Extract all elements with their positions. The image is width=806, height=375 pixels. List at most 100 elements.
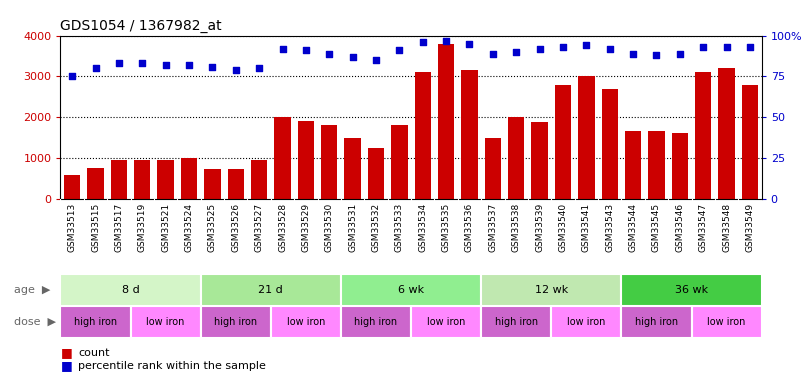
Point [743,44,756,50]
Text: GSM33534: GSM33534 [418,202,427,252]
Text: low iron: low iron [567,316,605,327]
Point [252,65,265,71]
Text: GSM33517: GSM33517 [114,202,123,252]
Bar [110,160,127,199]
Text: GSM33537: GSM33537 [488,202,497,252]
Text: 21 d: 21 d [259,285,283,295]
Text: GSM33532: GSM33532 [372,202,380,252]
Point [463,41,476,47]
Bar [414,72,431,199]
Bar [227,169,244,199]
Point [135,60,148,66]
Point [603,46,616,52]
Text: GSM33544: GSM33544 [629,202,638,252]
Text: high iron: high iron [74,316,117,327]
Text: ■: ■ [60,346,73,359]
Text: low iron: low iron [427,316,465,327]
Point [696,44,709,50]
Text: low iron: low iron [287,316,325,327]
Text: GSM33540: GSM33540 [559,202,567,252]
Bar [461,70,478,199]
Point [346,54,359,60]
Text: count: count [78,348,110,357]
Point [322,51,335,57]
Text: 36 wk: 36 wk [675,285,708,295]
Bar [321,124,338,199]
Bar [201,274,341,306]
Bar [648,132,665,199]
Text: GSM33547: GSM33547 [699,202,708,252]
Bar [181,158,197,199]
Bar [555,85,571,199]
Bar [341,306,411,338]
Bar [368,148,384,199]
Point [580,42,592,48]
Bar [201,306,271,338]
Bar [578,76,595,199]
Text: GSM33543: GSM33543 [605,202,614,252]
Point [673,51,686,57]
Text: age  ▶: age ▶ [14,285,50,295]
Text: high iron: high iron [214,316,257,327]
Point [182,62,195,68]
Bar [508,117,525,199]
Point [299,47,312,53]
Bar [271,306,341,338]
Text: GSM33545: GSM33545 [652,202,661,252]
Bar [481,274,621,306]
Point [206,64,218,70]
Text: GSM33513: GSM33513 [68,202,77,252]
Text: GSM33529: GSM33529 [301,202,310,252]
Bar [411,306,481,338]
Text: GSM33549: GSM33549 [746,202,754,252]
Point [416,39,429,45]
Point [276,46,289,52]
Text: GSM33527: GSM33527 [255,202,264,252]
Text: GSM33524: GSM33524 [185,202,193,252]
Point [369,57,382,63]
Point [486,51,499,57]
Text: GSM33541: GSM33541 [582,202,591,252]
Text: GSM33519: GSM33519 [138,202,147,252]
Bar [344,138,361,199]
Bar [742,86,758,199]
Point [626,51,639,57]
Point [112,60,125,66]
Text: GSM33533: GSM33533 [395,202,404,252]
Bar [531,122,548,199]
Point [650,52,663,58]
Bar [438,44,455,199]
Text: high iron: high iron [355,316,397,327]
Point [509,49,522,55]
Bar [297,121,314,199]
Point [556,44,569,50]
Point [89,65,102,71]
Bar [64,175,81,199]
Text: GSM33515: GSM33515 [91,202,100,252]
Point [65,74,78,80]
Bar [621,306,692,338]
Bar [204,170,221,199]
Text: 6 wk: 6 wk [398,285,424,295]
Text: GSM33536: GSM33536 [465,202,474,252]
Text: high iron: high iron [635,316,678,327]
Text: GSM33531: GSM33531 [348,202,357,252]
Bar [341,274,481,306]
Bar [551,306,621,338]
Text: GDS1054 / 1367982_at: GDS1054 / 1367982_at [60,19,222,33]
Point [533,46,546,52]
Text: ■: ■ [60,359,73,372]
Bar [131,306,201,338]
Point [229,67,242,73]
Text: dose  ▶: dose ▶ [14,316,56,327]
Text: GSM33539: GSM33539 [535,202,544,252]
Text: GSM33530: GSM33530 [325,202,334,252]
Text: 8 d: 8 d [122,285,139,295]
Text: GSM33526: GSM33526 [231,202,240,252]
Bar [484,138,501,199]
Text: GSM33546: GSM33546 [675,202,684,252]
Bar [60,306,131,338]
Text: high iron: high iron [495,316,538,327]
Text: GSM33528: GSM33528 [278,202,287,252]
Point [159,62,172,68]
